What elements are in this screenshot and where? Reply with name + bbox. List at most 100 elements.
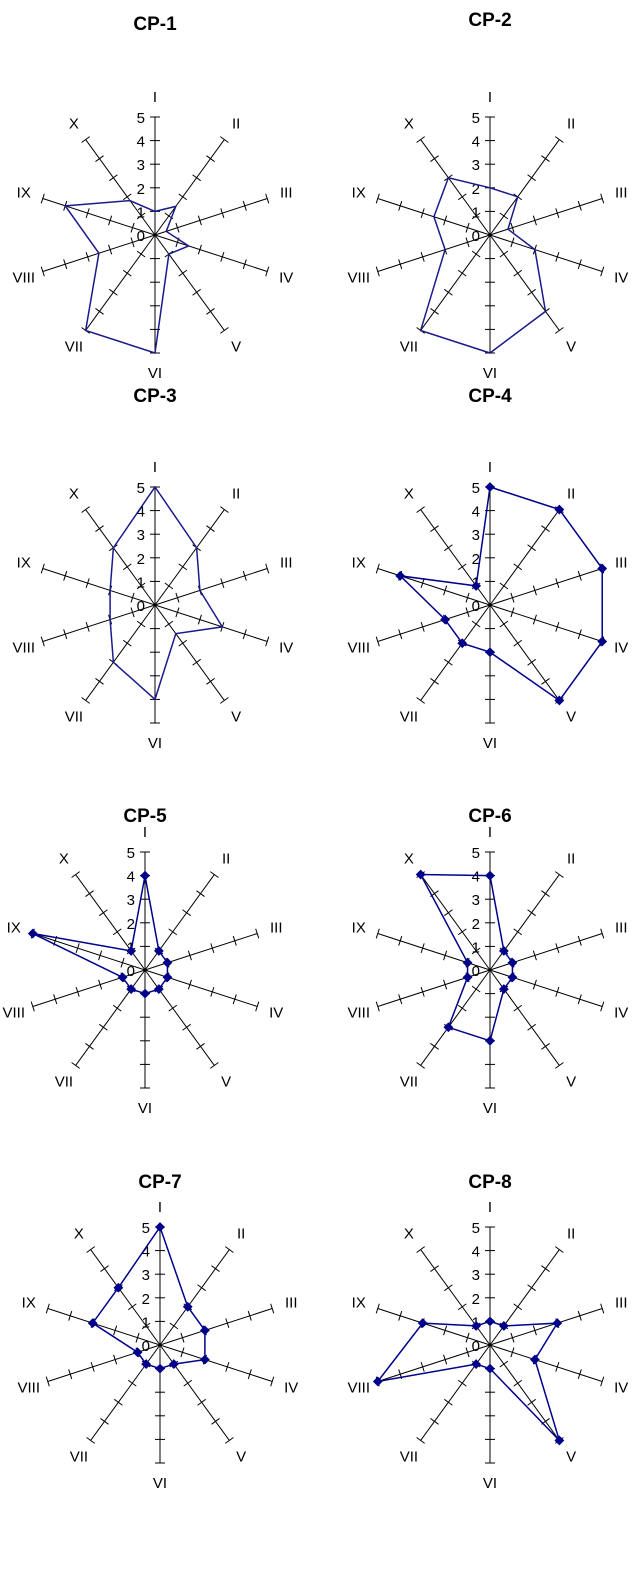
tick-mark <box>130 607 135 618</box>
tick-mark <box>513 563 523 571</box>
data-point-marker <box>485 482 495 492</box>
tick-mark <box>430 155 439 162</box>
tick-mark <box>555 327 564 334</box>
tick-mark <box>136 250 146 258</box>
category-label: I <box>143 824 147 841</box>
radial-tick-label: 2 <box>137 181 145 198</box>
tick-mark <box>178 193 188 201</box>
tick-mark <box>206 308 215 315</box>
category-label: II <box>567 1225 575 1242</box>
tick-mark <box>471 250 481 258</box>
tick-mark <box>164 620 174 628</box>
data-point-marker <box>415 869 426 880</box>
tick-mark <box>63 629 68 640</box>
tick-mark <box>112 928 122 936</box>
category-label: VII <box>55 1074 73 1091</box>
tick-mark <box>225 1437 234 1444</box>
tick-mark <box>430 1265 439 1272</box>
tick-mark <box>457 1303 467 1311</box>
tick-mark <box>220 578 225 589</box>
tick-mark <box>220 697 229 704</box>
category-label: VII <box>400 1449 418 1466</box>
tick-mark <box>210 943 215 954</box>
data-point-marker <box>471 581 482 591</box>
tick-mark <box>242 200 247 211</box>
category-label: III <box>615 1294 628 1311</box>
radial-tick-label: 0 <box>127 963 135 980</box>
tick-mark <box>220 506 229 513</box>
tick-mark <box>430 525 439 532</box>
tick-mark <box>443 979 448 990</box>
tick-mark <box>187 950 192 961</box>
radial-tick-label: 3 <box>472 157 480 174</box>
tick-mark <box>398 994 403 1005</box>
chart-title: CP-1 <box>133 14 177 35</box>
category-label: VIII <box>347 270 370 287</box>
tick-mark <box>541 1265 550 1272</box>
data-point-marker <box>485 1316 495 1327</box>
tick-mark <box>136 212 146 220</box>
category-label: X <box>74 1225 84 1242</box>
category-label: III <box>615 919 628 936</box>
category-label: VIII <box>347 640 370 657</box>
category-label: V <box>236 1449 246 1466</box>
category-label: IV <box>279 270 293 287</box>
tick-mark <box>183 1379 193 1387</box>
tick-mark <box>420 578 425 589</box>
category-label: X <box>404 1225 414 1242</box>
tick-mark <box>510 592 515 603</box>
spoke-VII <box>85 604 156 701</box>
radial-tick-label: 0 <box>472 1338 480 1355</box>
data-point-marker <box>457 638 468 649</box>
spoke-X <box>420 509 491 606</box>
tick-mark <box>210 1062 219 1069</box>
tick-mark <box>532 950 537 961</box>
spoke-X <box>90 1249 161 1346</box>
tick-mark <box>555 871 564 878</box>
spoke-VIII <box>42 604 156 642</box>
data-point-marker <box>507 972 518 983</box>
tick-mark <box>196 890 205 897</box>
tick-mark <box>192 174 201 182</box>
spoke-II <box>489 509 560 606</box>
spoke-II <box>144 874 215 971</box>
tick-mark <box>541 1043 550 1050</box>
tick-mark <box>192 658 201 666</box>
tick-mark <box>471 947 481 955</box>
tick-mark <box>420 943 425 954</box>
tick-mark <box>68 1310 73 1321</box>
category-label: IV <box>279 640 293 657</box>
radial-tick-label: 4 <box>472 1244 480 1261</box>
tick-mark <box>168 928 178 936</box>
radial-tick-label: 5 <box>127 845 135 862</box>
tick-mark <box>555 621 560 632</box>
spoke-X <box>420 874 491 971</box>
tick-mark <box>600 1303 605 1314</box>
tick-mark <box>164 582 174 590</box>
tick-mark <box>210 871 219 878</box>
tick-mark <box>255 1001 260 1012</box>
tick-mark <box>510 1332 515 1343</box>
tick-mark <box>443 585 448 596</box>
tick-mark <box>398 200 403 211</box>
radial-tick-label: 5 <box>472 845 480 862</box>
tick-mark <box>85 1043 94 1050</box>
spoke-IX <box>377 1308 491 1346</box>
tick-mark <box>265 636 270 647</box>
tick-mark <box>416 506 425 513</box>
data-point-marker <box>443 1022 454 1033</box>
spoke-V <box>159 1344 230 1441</box>
spoke-IV <box>154 234 268 272</box>
data-point-marker <box>182 1301 193 1312</box>
category-label: IX <box>22 1294 36 1311</box>
spoke-VIII <box>377 969 491 1007</box>
category-label: VII <box>70 1449 88 1466</box>
tick-mark <box>600 1376 605 1387</box>
tick-mark <box>555 986 560 997</box>
radial-tick-label: 5 <box>472 1220 480 1237</box>
tick-mark <box>81 136 90 143</box>
tick-mark <box>527 544 536 552</box>
data-point-marker <box>153 946 164 956</box>
series-line <box>398 486 603 702</box>
tick-mark <box>513 1004 523 1012</box>
